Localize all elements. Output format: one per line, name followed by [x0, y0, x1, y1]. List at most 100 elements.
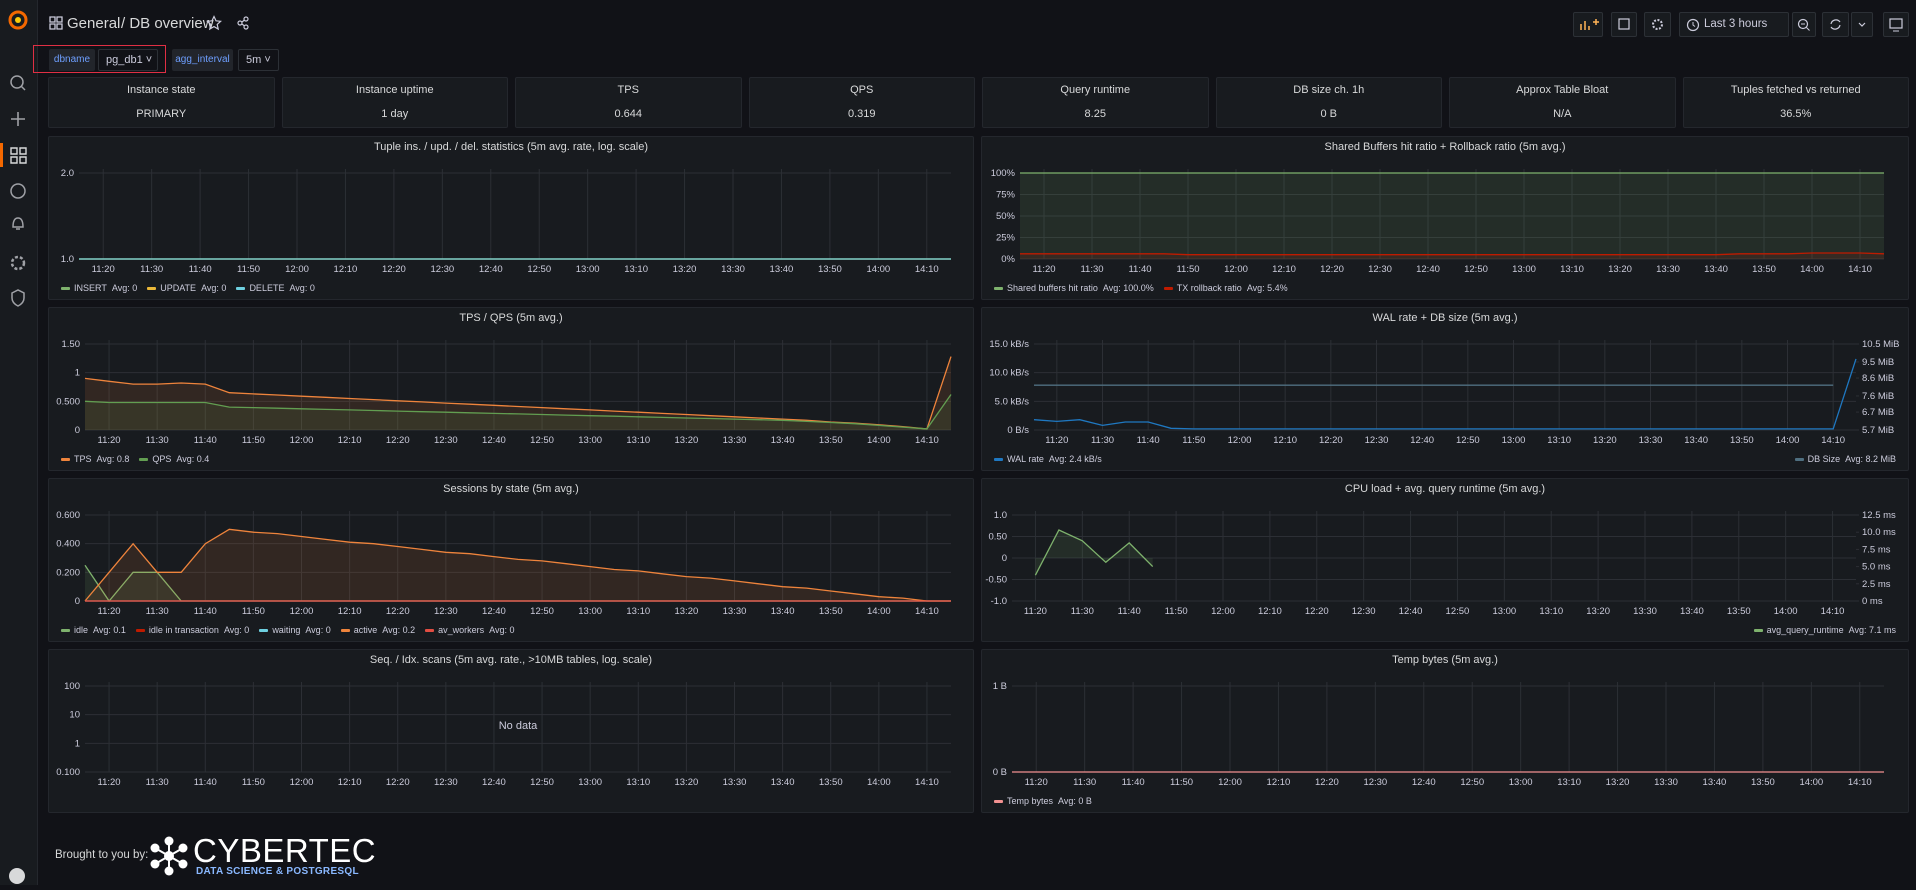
series-line — [84, 394, 952, 430]
x-tick-label: 12:40 — [482, 777, 506, 788]
stat-value: 1 day — [381, 108, 409, 120]
graph-panel: Seq. / Idx. scans (5m avg. rate., >10MB … — [48, 649, 974, 813]
stat-title: Instance uptime — [355, 84, 434, 96]
legend-name: DB Size — [1807, 454, 1841, 464]
x-tick-label: 13:00 — [1512, 264, 1536, 275]
legend-stat: Avg: 2.4 kB/s — [1048, 454, 1102, 464]
x-tick-label: 13:50 — [819, 606, 843, 617]
x-tick-label: 13:20 — [674, 777, 698, 788]
user-avatar[interactable] — [9, 868, 25, 884]
x-tick-label: 11:50 — [237, 264, 260, 275]
legend-item: idle in transaction Avg: 0 — [135, 625, 249, 635]
legend: DB Size Avg: 8.2 MiB — [1794, 454, 1906, 464]
series-area — [1020, 173, 1884, 259]
stat-value: 0 B — [1320, 108, 1337, 120]
x-tick-label: 13:40 — [1704, 264, 1728, 275]
x-tick-label: 11:50 — [242, 606, 265, 617]
legend-name: active — [353, 625, 378, 635]
settings-button[interactable] — [1644, 12, 1671, 37]
graph-panel: Temp bytes (5m avg.) 11:20 11:30 11:40 11:50… — [981, 649, 1909, 813]
variable-value[interactable]: 5m ˅ — [238, 49, 279, 71]
y-tick-label: 0% — [1001, 254, 1015, 265]
x-tick-label: 13:20 — [1586, 606, 1610, 617]
highlight-box — [33, 45, 166, 73]
x-tick-label: 11:50 — [242, 777, 265, 788]
stat-title: QPS — [850, 84, 874, 96]
legend-name: INSERT — [74, 283, 107, 293]
panel-chart: 11:20 11:30 11:40 11:50 12:00 12:10 12:20 12:30… — [56, 510, 951, 617]
y-tick-label: 0.200 — [56, 567, 80, 578]
legend-swatch — [1794, 458, 1804, 462]
legend-stat: Avg: 0.2 — [382, 625, 416, 635]
x-tick-label: 11:30 — [146, 435, 169, 446]
alerting-icon[interactable] — [12, 217, 24, 230]
series-line — [1020, 252, 1885, 256]
y-tick-label: 1.50 — [62, 339, 81, 350]
stat-value: N/A — [1553, 108, 1572, 120]
x-tick-label: 12:00 — [1211, 606, 1235, 617]
legend-name: UPDATE — [160, 283, 197, 293]
x-tick-label: 13:30 — [723, 435, 747, 446]
x-tick-label: 14:10 — [1848, 777, 1872, 788]
shield-icon[interactable] — [11, 289, 25, 307]
x-tick-label: 13:40 — [771, 777, 795, 788]
legend-swatch — [135, 629, 145, 633]
x-tick-label: 12:10 — [338, 606, 362, 617]
variable-label: agg_interval — [172, 49, 233, 71]
zoom-out-button[interactable] — [1792, 12, 1816, 37]
x-tick-label: 13:00 — [578, 435, 602, 446]
time-picker[interactable]: Last 3 hours — [1679, 12, 1789, 37]
legend-name: idle — [74, 625, 89, 635]
x-tick-label: 13:20 — [1608, 264, 1632, 275]
series-area — [85, 394, 951, 430]
y2-tick-label: 5.7 MiB — [1862, 425, 1894, 436]
logo-icon[interactable] — [8, 10, 28, 30]
stat-panel: Approx Table Bloat N/A — [1449, 77, 1676, 128]
legend-item: TX rollback ratio Avg: 5.4% — [1163, 283, 1288, 293]
y-tick-label: 1 — [75, 738, 80, 749]
stat-title: Tuples fetched vs returned — [1730, 84, 1861, 96]
x-tick-label: 13:40 — [770, 264, 794, 275]
dashboards-icon[interactable] — [10, 147, 27, 164]
panel-chart: 11:20 11:30 11:40 11:50 12:00 12:10 12:20 12:30… — [61, 168, 951, 275]
panel-chart: 11:20 11:30 11:40 11:50 12:00 12:10 12:20 12:30… — [56, 339, 952, 446]
legend-item: av_workers Avg: 0 — [425, 625, 514, 635]
refresh-button[interactable] — [1822, 12, 1849, 37]
x-tick-label: 12:30 — [434, 435, 458, 446]
legend-item: INSERT Avg: 0 — [61, 283, 137, 293]
panel-title: Temp bytes (5m avg.) — [1392, 654, 1498, 666]
explore-icon[interactable] — [10, 183, 26, 199]
x-tick-label: 12:30 — [430, 264, 454, 275]
legend: Shared buffers hit ratio Avg: 100.0% TX r… — [994, 283, 1298, 293]
x-tick-label: 12:50 — [1446, 606, 1470, 617]
x-tick-label: 12:30 — [1363, 777, 1387, 788]
legend-stat: Avg: 8.2 MiB — [1845, 454, 1896, 464]
series-area — [85, 565, 951, 601]
x-tick-label: 11:50 — [1165, 606, 1188, 617]
legend-stat: Avg: 0.4 — [176, 454, 210, 464]
search-icon[interactable] — [10, 75, 24, 89]
share-icon[interactable] — [237, 16, 249, 30]
config-icon[interactable] — [10, 255, 26, 271]
tv-mode-button[interactable] — [1883, 12, 1909, 37]
dashboard-grid-icon — [49, 16, 63, 30]
variable-value[interactable]: pg_db1 ˅ — [98, 49, 158, 71]
legend: TPS Avg: 0.8 QPS Avg: 0.4 — [61, 454, 219, 464]
breadcrumb-folder[interactable]: General — [67, 15, 121, 32]
y-tick-label: -1.0 — [991, 596, 1007, 607]
add-panel-button[interactable] — [1573, 12, 1603, 37]
title-actions — [206, 15, 249, 31]
legend-name: avg_query_runtime — [1766, 625, 1844, 635]
x-tick-label: 13:30 — [1654, 777, 1678, 788]
sidebar — [0, 0, 38, 885]
x-tick-label: 12:00 — [1218, 777, 1242, 788]
save-button[interactable] — [1611, 12, 1637, 37]
legend-swatch — [1753, 629, 1763, 633]
refresh-interval-button[interactable] — [1851, 12, 1873, 37]
x-tick-label: 14:00 — [867, 435, 891, 446]
legend-name: av_workers — [438, 625, 485, 635]
x-tick-label: 12:50 — [1460, 777, 1484, 788]
star-icon[interactable] — [206, 15, 222, 31]
create-icon[interactable] — [11, 112, 25, 126]
panel-chart: 11:20 11:30 11:40 11:50 12:00 12:10 12:20 12:30… — [993, 681, 1884, 788]
